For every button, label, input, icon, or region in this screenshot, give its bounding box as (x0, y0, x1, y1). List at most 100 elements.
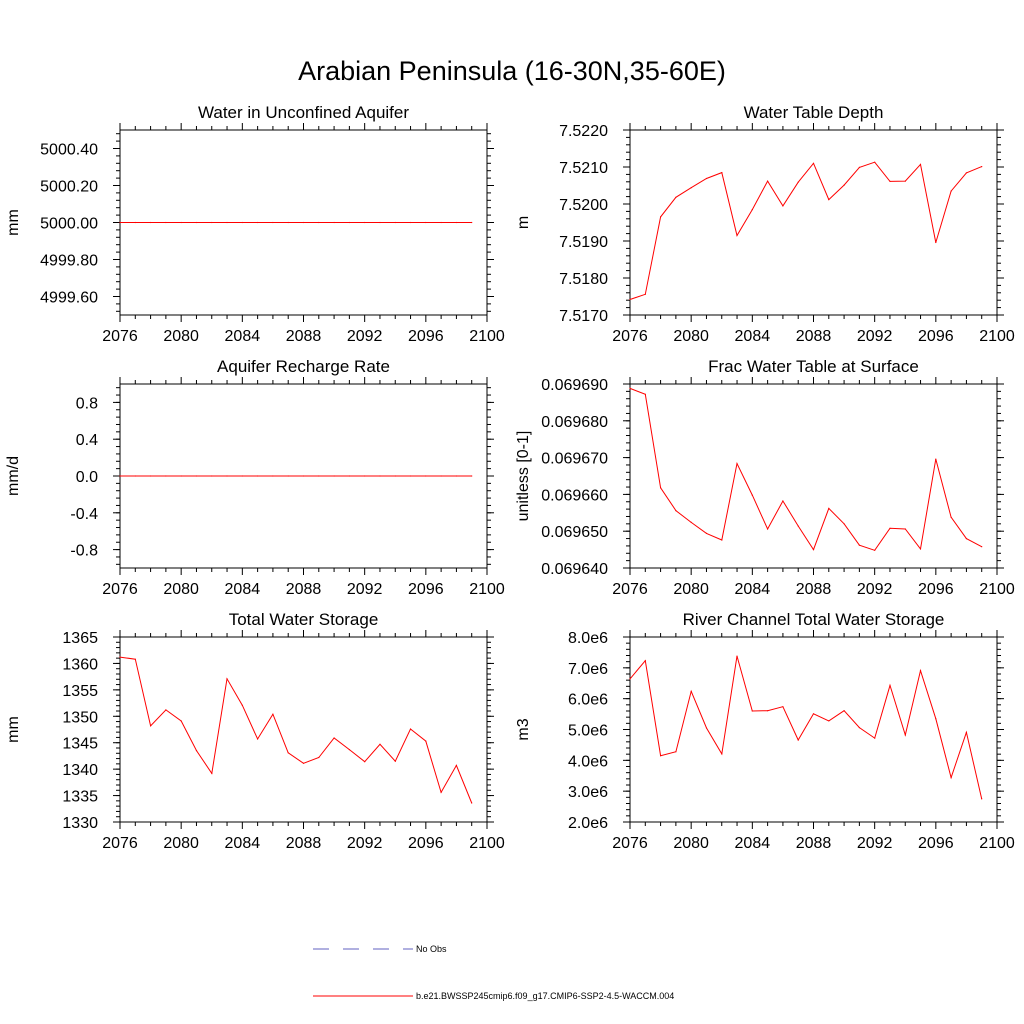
y-tick-label: 4999.60 (40, 290, 98, 307)
data-point (660, 487, 662, 489)
data-point (904, 180, 906, 182)
x-tick-label: 2088 (796, 581, 832, 598)
panel-frac-water-table-at-surface: Frac Water Table at Surface 2076 2080 2084 2… (515, 357, 1015, 598)
x-tick-label: 2088 (796, 328, 832, 345)
series-line (629, 655, 983, 800)
data-point (767, 710, 769, 712)
data-point (134, 658, 136, 660)
data-point (425, 475, 427, 477)
data-point (119, 221, 121, 224)
data-point (874, 161, 876, 163)
y-tick-label: 7.5210 (559, 160, 608, 177)
data-point (950, 777, 952, 779)
y-tick-label: 0.0 (76, 469, 98, 486)
data-point (211, 772, 213, 775)
data-point (629, 678, 631, 680)
data-point (690, 521, 692, 524)
x-tick-label: 2080 (163, 328, 199, 345)
y-tick-label: 0.8 (76, 395, 98, 412)
y-tick-label: 7.5220 (559, 123, 608, 140)
y-tick-label: 7.5170 (559, 308, 608, 325)
y-tick-label: 6.0e6 (568, 692, 608, 709)
data-point (364, 221, 366, 224)
y-tick-label: 1350 (62, 709, 98, 726)
data-point (782, 205, 784, 207)
data-point (919, 670, 922, 672)
y-tick-label: 0.069650 (541, 524, 608, 541)
data-point (455, 475, 457, 477)
x-tick-label: 2084 (225, 835, 261, 852)
data-point (981, 166, 983, 168)
data-point (797, 181, 799, 183)
y-axis-label: m (515, 216, 532, 229)
data-point (675, 751, 677, 753)
x-tick-label: 2080 (673, 835, 709, 852)
data-point (904, 734, 906, 736)
data-point (226, 475, 228, 477)
data-point (394, 221, 396, 224)
panel-river-channel-total-water-storage: River Channel Total Water Storage 2076 208… (515, 610, 1015, 852)
x-tick-label: 2076 (612, 581, 648, 598)
y-axis-label: mm (5, 716, 22, 743)
data-point (675, 196, 677, 198)
data-point (241, 221, 243, 224)
x-tick-label: 2076 (102, 835, 138, 852)
data-point (333, 737, 335, 739)
data-point (119, 475, 121, 477)
data-point (644, 293, 646, 295)
data-point (241, 475, 243, 477)
panel-aquifer-recharge-rate: Aquifer Recharge Rate 2076 2080 2084 2088 209… (5, 357, 505, 598)
data-point (690, 690, 692, 692)
data-point (660, 755, 662, 757)
x-tick-label: 2076 (102, 581, 138, 598)
data-point (874, 549, 876, 551)
data-point (409, 728, 412, 730)
data-point (302, 475, 305, 477)
data-point (364, 761, 366, 763)
y-tick-label: 0.069690 (541, 377, 608, 394)
data-point (394, 475, 396, 477)
data-point (302, 221, 305, 224)
data-point (782, 500, 784, 502)
data-point (211, 475, 213, 477)
data-point (843, 710, 845, 712)
data-point (904, 528, 906, 530)
data-point (675, 510, 677, 512)
y-tick-label: 1330 (62, 815, 98, 832)
data-point (797, 739, 799, 741)
data-point (644, 660, 646, 662)
data-point (165, 221, 167, 224)
x-tick-label: 2084 (225, 581, 261, 598)
y-tick-label: 2.0e6 (568, 815, 608, 832)
x-tick-label: 2100 (979, 328, 1015, 345)
data-point (364, 475, 366, 477)
y-tick-label: 4999.80 (40, 253, 98, 270)
x-tick-label: 2088 (286, 835, 322, 852)
data-point (455, 764, 457, 767)
y-tick-label: 5000.20 (40, 179, 98, 196)
x-tick-label: 2096 (408, 328, 444, 345)
data-point (889, 527, 891, 529)
data-point (394, 760, 396, 762)
data-point (333, 221, 335, 224)
data-point (965, 731, 968, 733)
data-point (721, 539, 723, 541)
y-tick-label: 1340 (62, 762, 98, 779)
data-point (440, 221, 442, 224)
data-point (843, 523, 845, 525)
y-tick-label: 1355 (62, 683, 98, 700)
y-axis-label: mm/d (5, 456, 22, 496)
data-point (797, 525, 799, 527)
x-tick-label: 2076 (612, 835, 648, 852)
x-tick-label: 2096 (408, 835, 444, 852)
data-point (690, 187, 692, 189)
x-tick-label: 2092 (347, 835, 383, 852)
data-point (287, 475, 289, 477)
data-point (751, 494, 753, 496)
data-point (241, 704, 243, 706)
y-tick-label: 7.5190 (559, 234, 608, 251)
data-point (736, 462, 738, 465)
y-tick-label: 1335 (62, 789, 98, 806)
x-tick-label: 2088 (286, 581, 322, 598)
data-point (180, 720, 182, 722)
